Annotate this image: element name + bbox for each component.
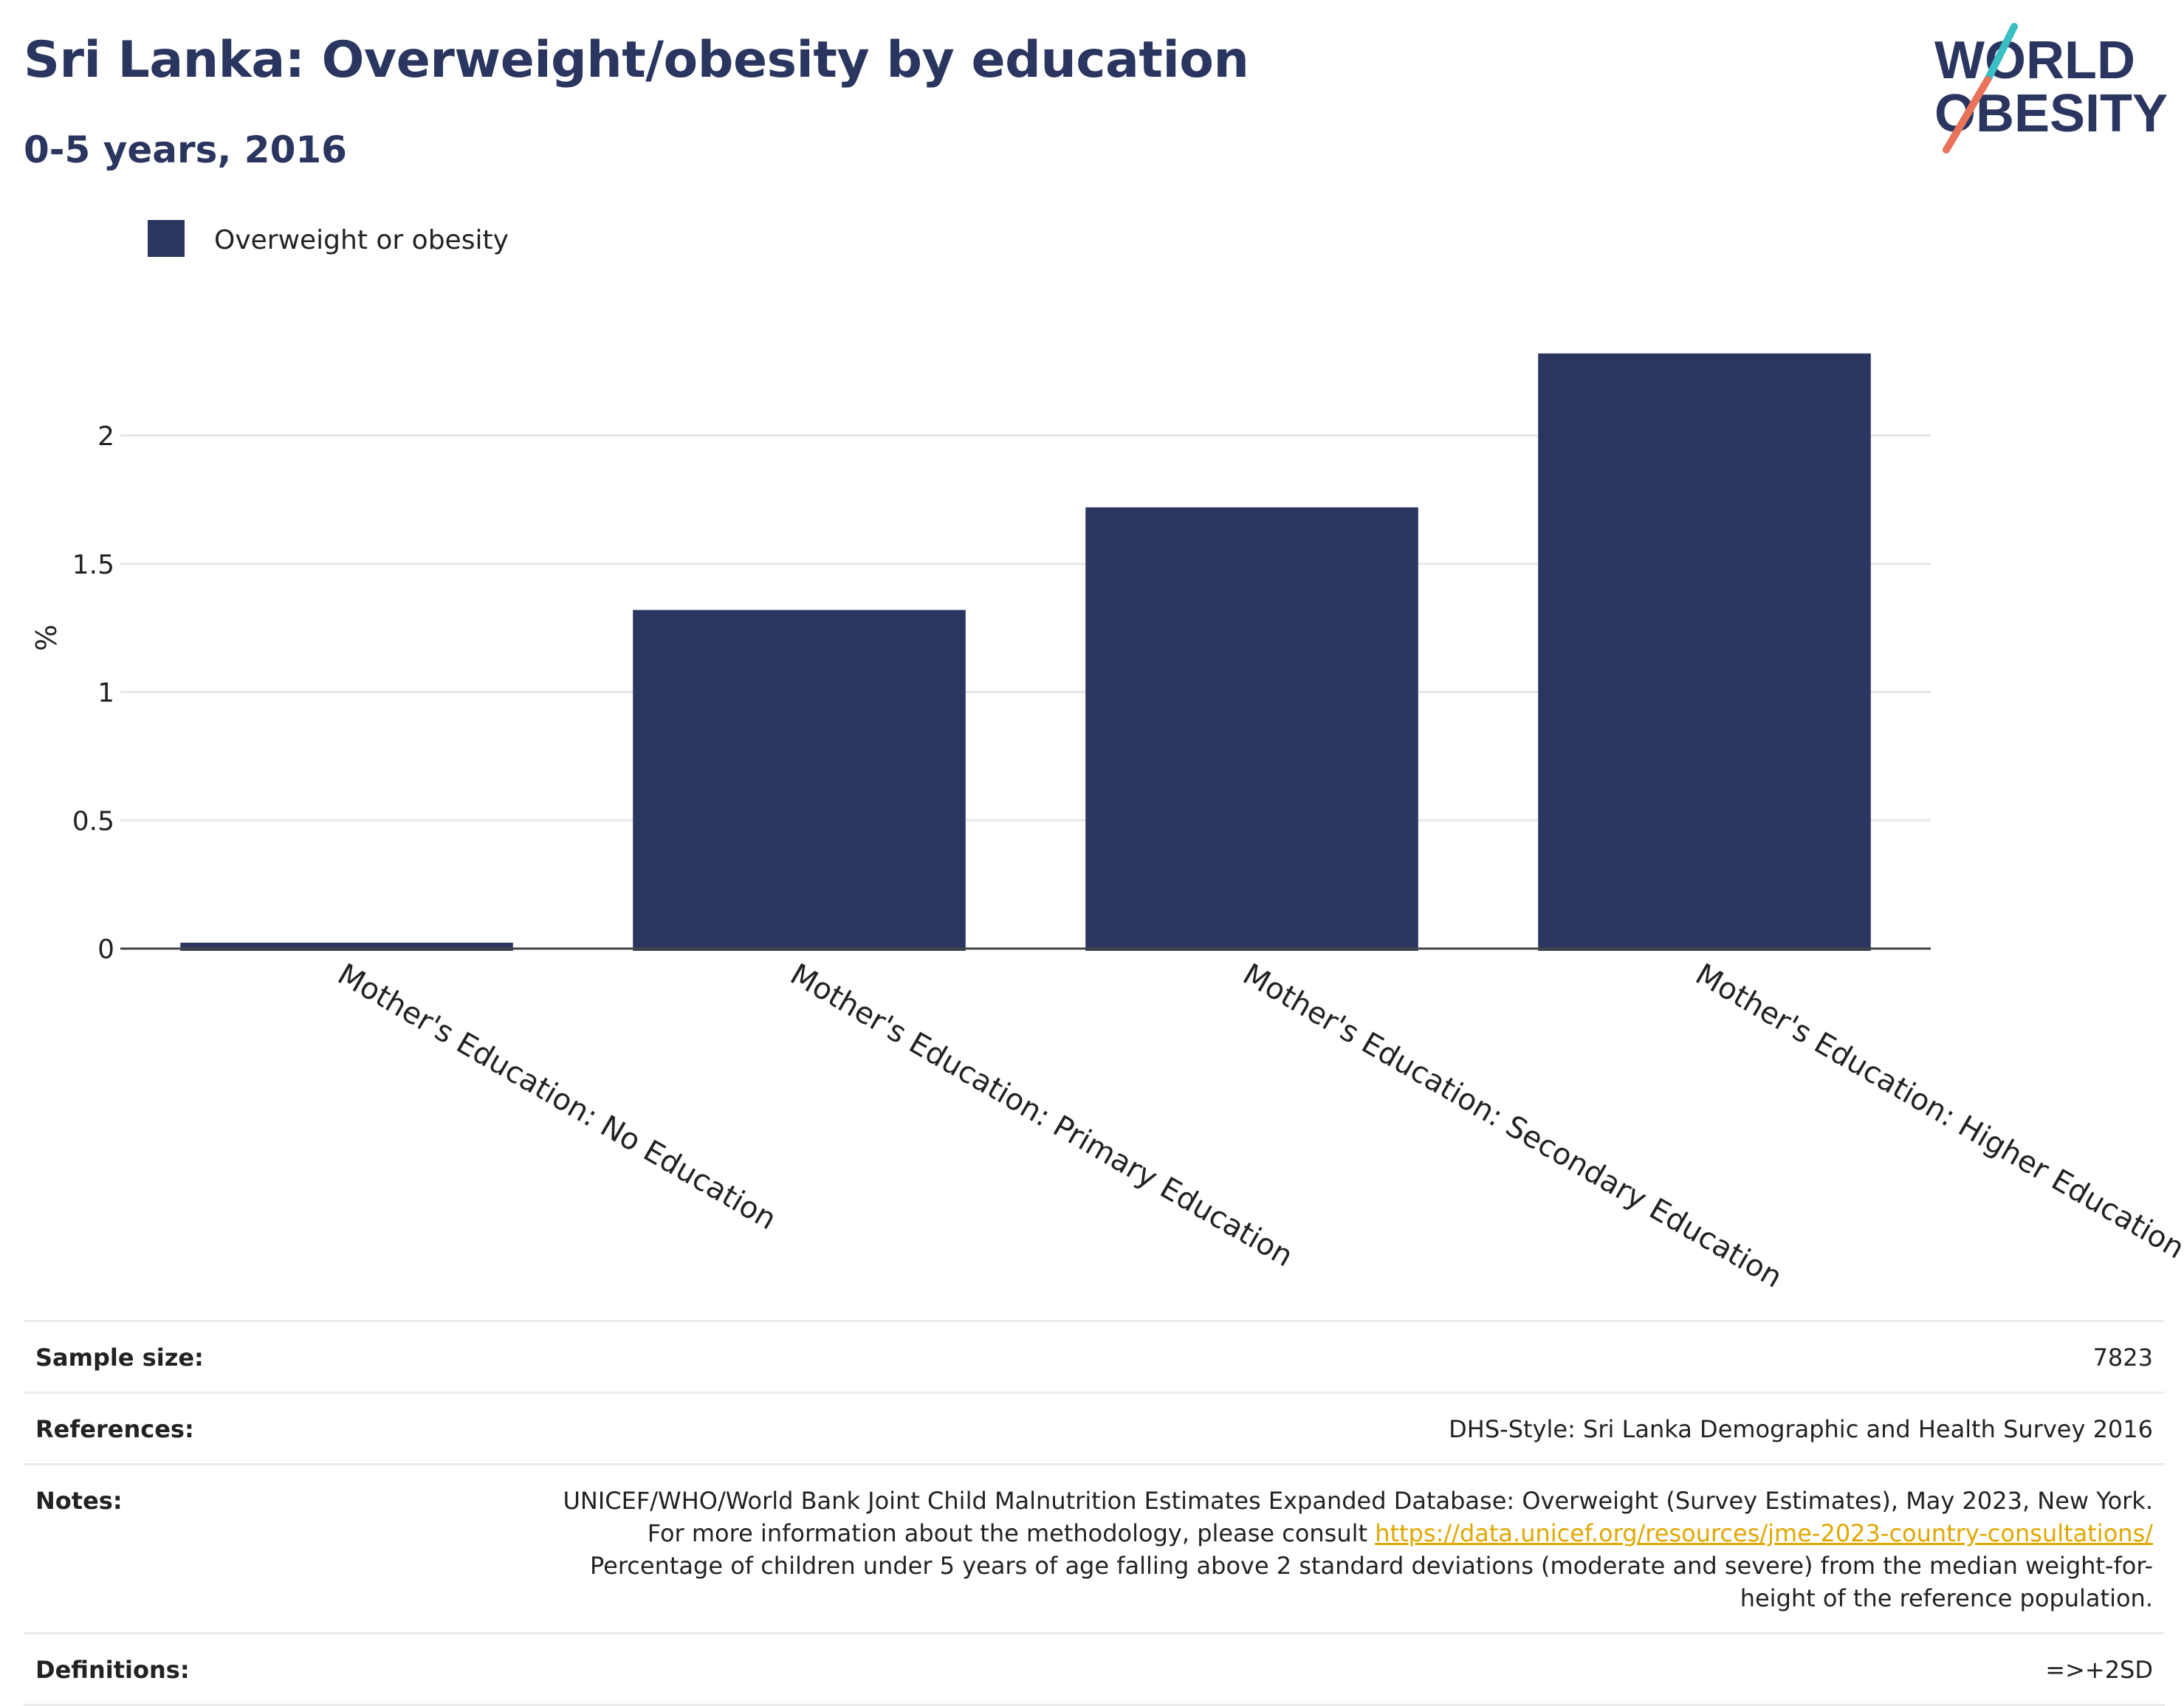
sample-size-value: 7823: [2093, 1341, 2153, 1374]
notes-label: Notes:: [35, 1485, 123, 1517]
bar-chart: Overweight or obesity % 0 0.5 1 1.5 2 Mother…: [0, 0, 2184, 1299]
definitions-value: =>+2SD: [2045, 1654, 2153, 1686]
y-tick-label: 1: [97, 678, 114, 709]
bar-2: [633, 610, 966, 951]
references-row: References: DHS-Style: Sri Lanka Demogra…: [24, 1392, 2165, 1463]
notes-link[interactable]: https://data.unicef.org/resources/jme-20…: [1375, 1519, 2153, 1547]
references-value: DHS-Style: Sri Lanka Demographic and Hea…: [1449, 1413, 2153, 1445]
definitions-label: Definitions:: [35, 1654, 190, 1686]
notes-value: UNICEF/WHO/World Bank Joint Child Malnut…: [558, 1485, 2153, 1614]
bar-3: [1085, 507, 1418, 951]
bars: [180, 354, 1871, 951]
notes-text-2: Percentage of children under 5 years of …: [590, 1552, 2153, 1612]
sample-size-label: Sample size:: [35, 1341, 204, 1374]
y-axis-label: %: [30, 625, 63, 651]
legend-swatch: [148, 220, 185, 257]
x-tick-label: Mother's Education: No Education: [332, 957, 782, 1236]
x-tick-label: Mother's Education: Secondary Education: [1237, 957, 1788, 1295]
chart-footer: Sample size: 7823 References: DHS-Style:…: [24, 1320, 2165, 1706]
x-tick-label: Mother's Education: Primary Education: [785, 957, 1299, 1274]
bar-4: [1538, 354, 1871, 951]
x-tick-label: Mother's Education: Higher Education: [1690, 957, 2184, 1266]
sample-size-row: Sample size: 7823: [24, 1320, 2165, 1392]
legend: Overweight or obesity: [148, 220, 509, 257]
references-label: References:: [35, 1413, 194, 1445]
definitions-row: Definitions: =>+2SD: [24, 1632, 2165, 1706]
y-tick-labels: 0 0.5 1 1.5 2: [72, 422, 114, 965]
y-tick-label: 2: [97, 422, 114, 452]
y-tick-label: 0.5: [72, 806, 114, 836]
legend-label: Overweight or obesity: [214, 225, 509, 255]
y-tick-label: 1.5: [72, 550, 114, 580]
notes-row: Notes: UNICEF/WHO/World Bank Joint Child…: [24, 1463, 2165, 1632]
y-tick-label: 0: [97, 935, 114, 965]
